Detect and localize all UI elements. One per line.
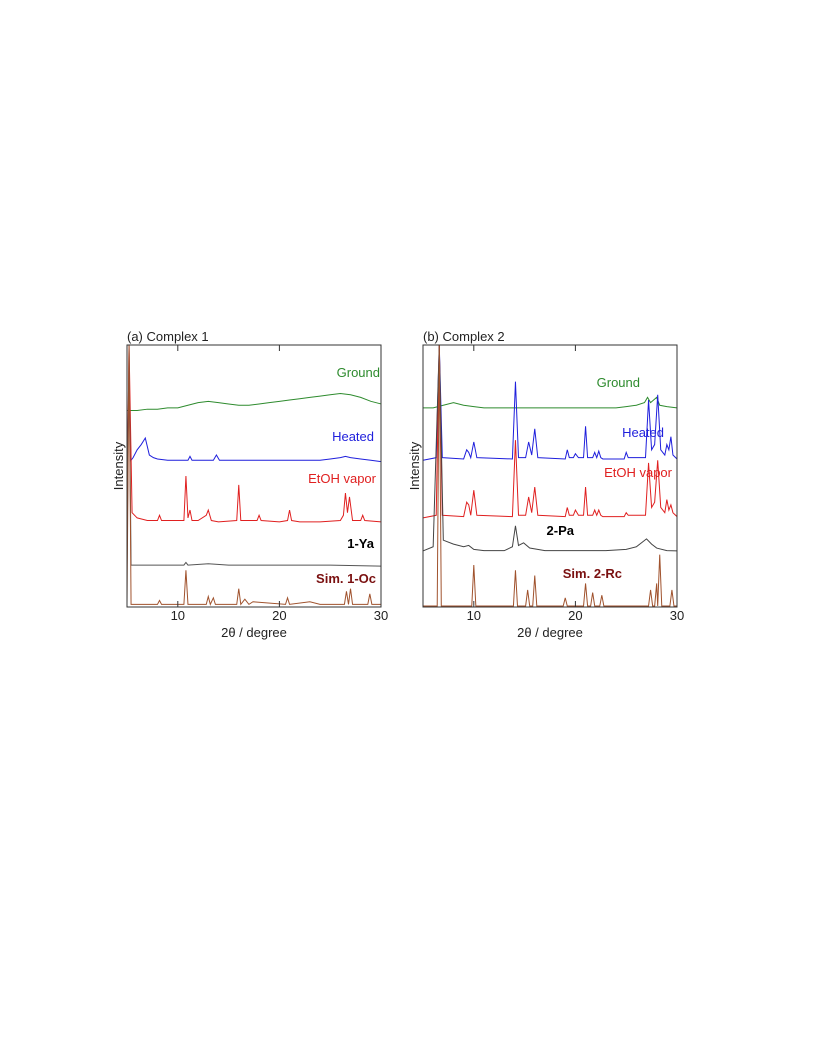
series-label: 2-Pa — [547, 523, 575, 538]
xrd-trace — [126, 344, 381, 606]
xrd-trace — [126, 402, 382, 463]
x-axis-label: 2θ / degree — [221, 625, 287, 640]
xrd-trace — [422, 344, 678, 519]
xrd-trace — [422, 344, 678, 552]
y-axis-label: Intensity — [407, 441, 422, 490]
x-tick-label: 30 — [374, 608, 388, 623]
xrd-trace — [423, 396, 678, 409]
series-label: Sim. 2-Rc — [563, 566, 622, 581]
series-label: EtOH vapor — [604, 465, 673, 480]
series-label: EtOH vapor — [308, 471, 377, 486]
x-tick-label: 10 — [467, 608, 481, 623]
series-label: Sim. 1-Oc — [316, 571, 376, 586]
y-axis-label: Intensity — [111, 441, 126, 490]
xrd-trace — [423, 344, 677, 607]
series-label: 1-Ya — [347, 536, 375, 551]
x-tick-label: 20 — [568, 608, 582, 623]
series-label: Heated — [332, 429, 374, 444]
plot-frame — [422, 344, 678, 608]
panel-title: (b) Complex 2 — [423, 329, 505, 344]
x-tick-label: 10 — [171, 608, 185, 623]
series-label: Heated — [622, 425, 664, 440]
plot-frame — [126, 344, 382, 608]
xrd-trace — [126, 344, 382, 523]
x-tick-label: 20 — [272, 608, 286, 623]
x-axis-label: 2θ / degree — [517, 625, 583, 640]
series-label: Ground — [597, 375, 640, 390]
panel-title: (a) Complex 1 — [127, 329, 209, 344]
x-tick-label: 30 — [670, 608, 684, 623]
series-label: Ground — [337, 365, 380, 380]
xrd-trace — [422, 344, 678, 461]
xrd-trace — [127, 392, 382, 411]
